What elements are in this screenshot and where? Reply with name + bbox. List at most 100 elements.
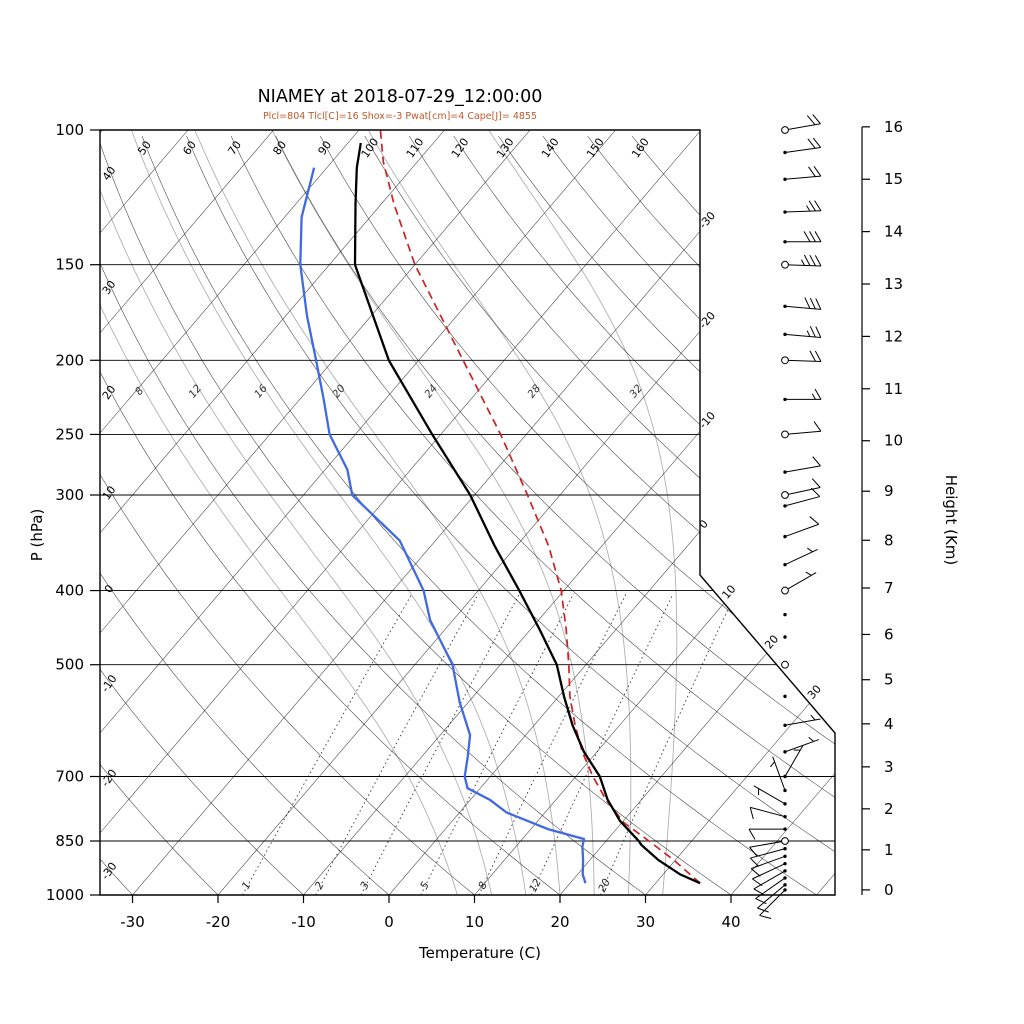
wind-barb-feather <box>759 914 772 920</box>
height-tick-label: 4 <box>884 715 894 733</box>
wind-barb-feather <box>808 166 816 177</box>
station-circle <box>781 356 789 365</box>
isotherm-line <box>100 130 445 895</box>
dry-adiabat-label: 130 <box>494 136 517 161</box>
axes: -30 -20 -10 0 10 20 30 401001502002503004005007… <box>46 118 903 931</box>
stats-line: Plcl=804 Tlcl[C]=16 Shox=-3 Pwat[cm]=4 C… <box>263 111 537 122</box>
wind-barb-feather <box>809 325 816 338</box>
mixing-ratio-line <box>242 593 413 895</box>
wind-barb-feather <box>809 231 816 243</box>
x-tick-label: 10 <box>465 913 484 931</box>
height-tick-label: 16 <box>884 118 903 136</box>
dry-adiabat-line <box>100 135 475 895</box>
station-circle <box>781 586 789 595</box>
wind-barb-half-feather <box>807 547 813 553</box>
y-tick-label: 1000 <box>46 886 84 904</box>
dry-adiabat-line <box>275 135 835 895</box>
wind-barb-feather <box>814 388 822 400</box>
moist-adiabat-line <box>194 130 561 895</box>
station-dot <box>783 827 787 831</box>
x-tick-label: -30 <box>120 913 145 931</box>
wind-barb-staff <box>784 487 821 496</box>
isotherm-grid <box>100 130 835 895</box>
station-dot <box>783 304 787 308</box>
height-tick-label: 5 <box>884 671 894 689</box>
wind-barb-feather <box>752 878 763 887</box>
mixing-ratio-label: 20 <box>596 877 613 895</box>
station-circle <box>781 837 789 845</box>
wind-barb-staff <box>752 863 786 880</box>
y-tick-label: 500 <box>55 656 84 674</box>
height-tick-label: 8 <box>884 531 894 549</box>
dry-adiabat-line <box>100 135 390 895</box>
dry-adiabat-line <box>186 135 835 895</box>
plot-frame <box>99 129 836 896</box>
wind-barb-staff <box>784 123 821 131</box>
moist-adiabat-label: 24 <box>422 382 440 400</box>
wind-barb-staff <box>749 840 786 848</box>
station-dot <box>783 504 787 508</box>
dry-adiabat-label: 60 <box>180 139 199 158</box>
height-tick-label: 11 <box>884 380 903 398</box>
profiles <box>299 130 701 885</box>
wind-barb-half-feather <box>811 393 816 400</box>
wind-barb-half-feather <box>806 205 811 212</box>
dry-adiabat-line <box>319 135 835 895</box>
station-dot <box>783 470 787 474</box>
station-dot <box>783 802 787 806</box>
y-tick-label: 700 <box>55 768 84 786</box>
temperature-line <box>353 142 701 885</box>
station-dot <box>783 612 787 617</box>
wind-barb-feather <box>806 115 816 126</box>
x-tick-label: -10 <box>291 913 316 931</box>
wind-barb-feather <box>807 138 816 149</box>
wind-barb-feather <box>749 857 760 867</box>
isotherm-label: 30 <box>805 683 824 702</box>
station-circle <box>781 491 789 499</box>
wind-barb-staff <box>753 870 786 890</box>
isotherm-line <box>217 130 835 895</box>
dry-adiabat-label: 90 <box>316 139 335 158</box>
wind-barb-feather <box>813 166 822 177</box>
x-tick-label: 0 <box>384 913 394 931</box>
dry-adiabat-label: 120 <box>449 136 472 161</box>
dry-adiabat-line <box>100 135 732 895</box>
dry-adiabat-label: 70 <box>225 139 244 158</box>
station-dot <box>783 635 787 639</box>
isotherm-line <box>132 130 787 895</box>
dry-adiabat-line <box>100 135 646 895</box>
station-dot <box>783 397 787 402</box>
isotherm-line <box>100 130 360 895</box>
station-dot <box>783 150 787 155</box>
wind-barb-feather <box>814 200 822 212</box>
station-dot <box>783 847 787 851</box>
wind-barb-feather <box>755 898 767 905</box>
wind-barb-staff <box>784 175 821 180</box>
height-tick-label: 6 <box>884 625 894 643</box>
wind-barb-feather <box>814 350 822 362</box>
station-dot <box>783 534 787 539</box>
station-circle <box>781 430 789 439</box>
wind-barb-half-feather <box>770 761 775 768</box>
wind-barb-feather <box>815 326 822 338</box>
moist-adiabat-grid <box>100 130 678 895</box>
moist-adiabat-line <box>368 130 632 895</box>
mixing-ratio-line <box>315 593 479 895</box>
dry-adiabat-line <box>100 135 561 895</box>
wind-barb-feather <box>804 297 811 309</box>
wind-barb-feather <box>812 114 821 125</box>
isotherm-line <box>645 130 835 895</box>
isotherm-line <box>100 130 531 895</box>
wind-barb-staff <box>784 305 821 310</box>
wind-barb-feather <box>809 254 816 267</box>
mixing-ratio-line <box>530 593 674 895</box>
wind-barb-feather <box>809 350 816 362</box>
dry-adiabat-line <box>587 135 835 895</box>
y-tick-label: 400 <box>55 582 84 600</box>
station-dot <box>783 723 787 727</box>
dry-adiabat-label: 20 <box>100 383 119 402</box>
y-tick-label: 250 <box>55 425 84 443</box>
